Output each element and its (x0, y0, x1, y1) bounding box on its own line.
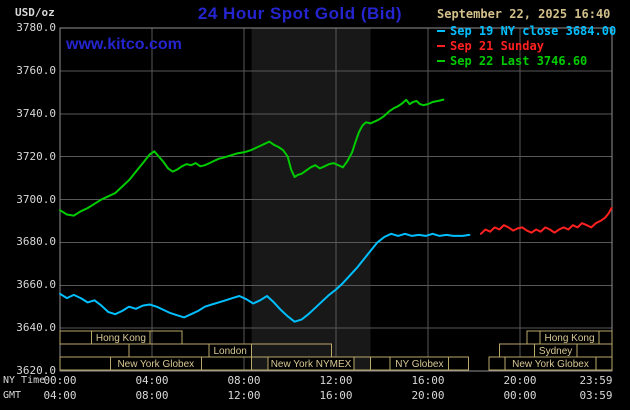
session-label: Hong Kong (544, 333, 594, 344)
session-label-box (504, 356, 597, 371)
session-label: NY Globex (395, 359, 443, 370)
session-label-box (267, 356, 355, 371)
legend-item-sep21-sunday: Sep 21 Sunday (437, 38, 616, 53)
kitco-watermark-link[interactable]: www.kitco.com (66, 36, 182, 53)
session-label: New York NYMEX (271, 359, 352, 370)
legend-item-sep22-last: Sep 22 Last 3746.60 (437, 53, 616, 68)
legend-label: Sep 19 NY close 3684.00 (450, 23, 617, 38)
series-sep22-last (59, 98, 445, 217)
legend-item-sep19-close: Sep 19 NY close 3684.00 (437, 23, 616, 38)
datetime-label: September 22, 2025 16:40 (437, 7, 611, 21)
session-label: New York Globex (512, 359, 589, 370)
cyan-line-sample-icon (437, 29, 445, 32)
series-sep21-sunday (479, 207, 613, 235)
y-axis-units-label: USD/oz (15, 6, 55, 19)
legend-label: Sep 22 Last 3746.60 (450, 53, 588, 68)
green-line-sample-icon (437, 59, 445, 62)
session-label: New York Globex (117, 359, 194, 370)
plot-border (59, 27, 613, 372)
session-label-box (389, 356, 450, 371)
legend-label: Sep 21 Sunday (450, 38, 544, 53)
session-label: London (214, 346, 247, 357)
session-label: Sydney (539, 346, 572, 357)
session-label-box (109, 356, 202, 371)
red-line-sample-icon (437, 44, 445, 47)
legend: Sep 19 NY close 3684.00 Sep 21 Sunday Se… (437, 23, 616, 68)
session-label-box (91, 330, 151, 345)
session-label: Hong Kong (96, 333, 146, 344)
series-sep19-ny-close (59, 232, 471, 323)
chart-title: 24 Hour Spot Gold (Bid) (197, 4, 403, 23)
